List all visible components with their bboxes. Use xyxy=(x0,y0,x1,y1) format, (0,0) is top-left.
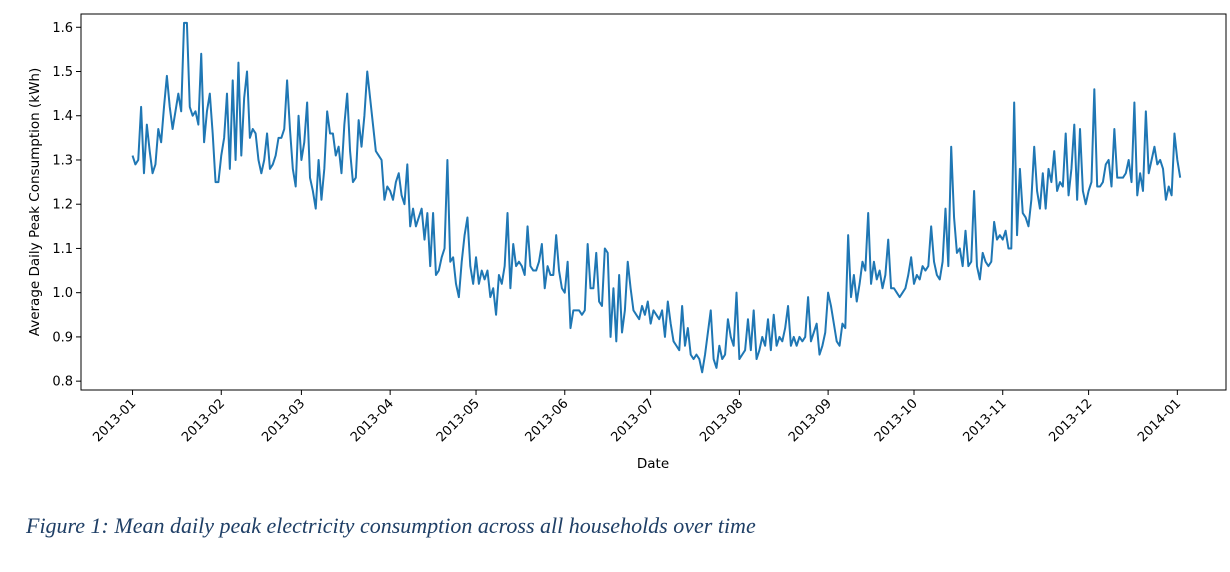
x-tick-label: 2013-11 xyxy=(961,396,1010,445)
x-tick-label: 2013-09 xyxy=(786,396,835,445)
x-tick-label: 2013-12 xyxy=(1046,396,1095,445)
plot-area-frame xyxy=(80,13,1227,391)
y-tick-label: 1.1 xyxy=(52,242,73,257)
x-tick-label: 2013-03 xyxy=(259,396,308,445)
y-axis-ticks: 0.8 0.9 1.0 1.1 1.2 1.3 1.4 1.5 1.6 xyxy=(52,21,81,390)
x-tick-label: 2013-10 xyxy=(872,396,921,445)
y-tick-label: 1.0 xyxy=(52,286,73,301)
x-tick-label: 2013-05 xyxy=(434,396,483,445)
x-axis-ticks: 2013-01 2013-02 2013-03 2013-04 2013-05 2013-… xyxy=(90,390,1184,445)
x-tick-label: 2013-08 xyxy=(697,396,746,445)
y-tick-label: 1.3 xyxy=(52,153,73,168)
y-axis-label: Average Daily Peak Consumption (kWh) xyxy=(27,68,43,336)
y-tick-label: 1.4 xyxy=(52,109,73,124)
y-tick-label: 1.5 xyxy=(52,65,73,80)
y-tick-label: 0.8 xyxy=(52,375,73,390)
y-tick-label: 1.6 xyxy=(52,21,73,36)
y-tick-label: 0.9 xyxy=(52,330,73,345)
line-chart: 2013-01 2013-02 2013-03 2013-04 2013-05 2013-… xyxy=(27,13,1227,472)
x-tick-label: 2014-01 xyxy=(1135,396,1184,445)
x-tick-label: 2013-04 xyxy=(348,396,397,445)
y-tick-label: 1.2 xyxy=(52,198,73,213)
x-axis-label: Date xyxy=(637,456,669,472)
x-tick-label: 2013-06 xyxy=(523,396,572,445)
series-line xyxy=(131,21,1182,374)
figure-caption: Figure 1: Mean daily peak electricity co… xyxy=(26,513,756,538)
x-tick-label: 2013-07 xyxy=(608,396,657,445)
x-tick-label: 2013-02 xyxy=(179,396,228,445)
x-tick-label: 2013-01 xyxy=(90,396,139,445)
